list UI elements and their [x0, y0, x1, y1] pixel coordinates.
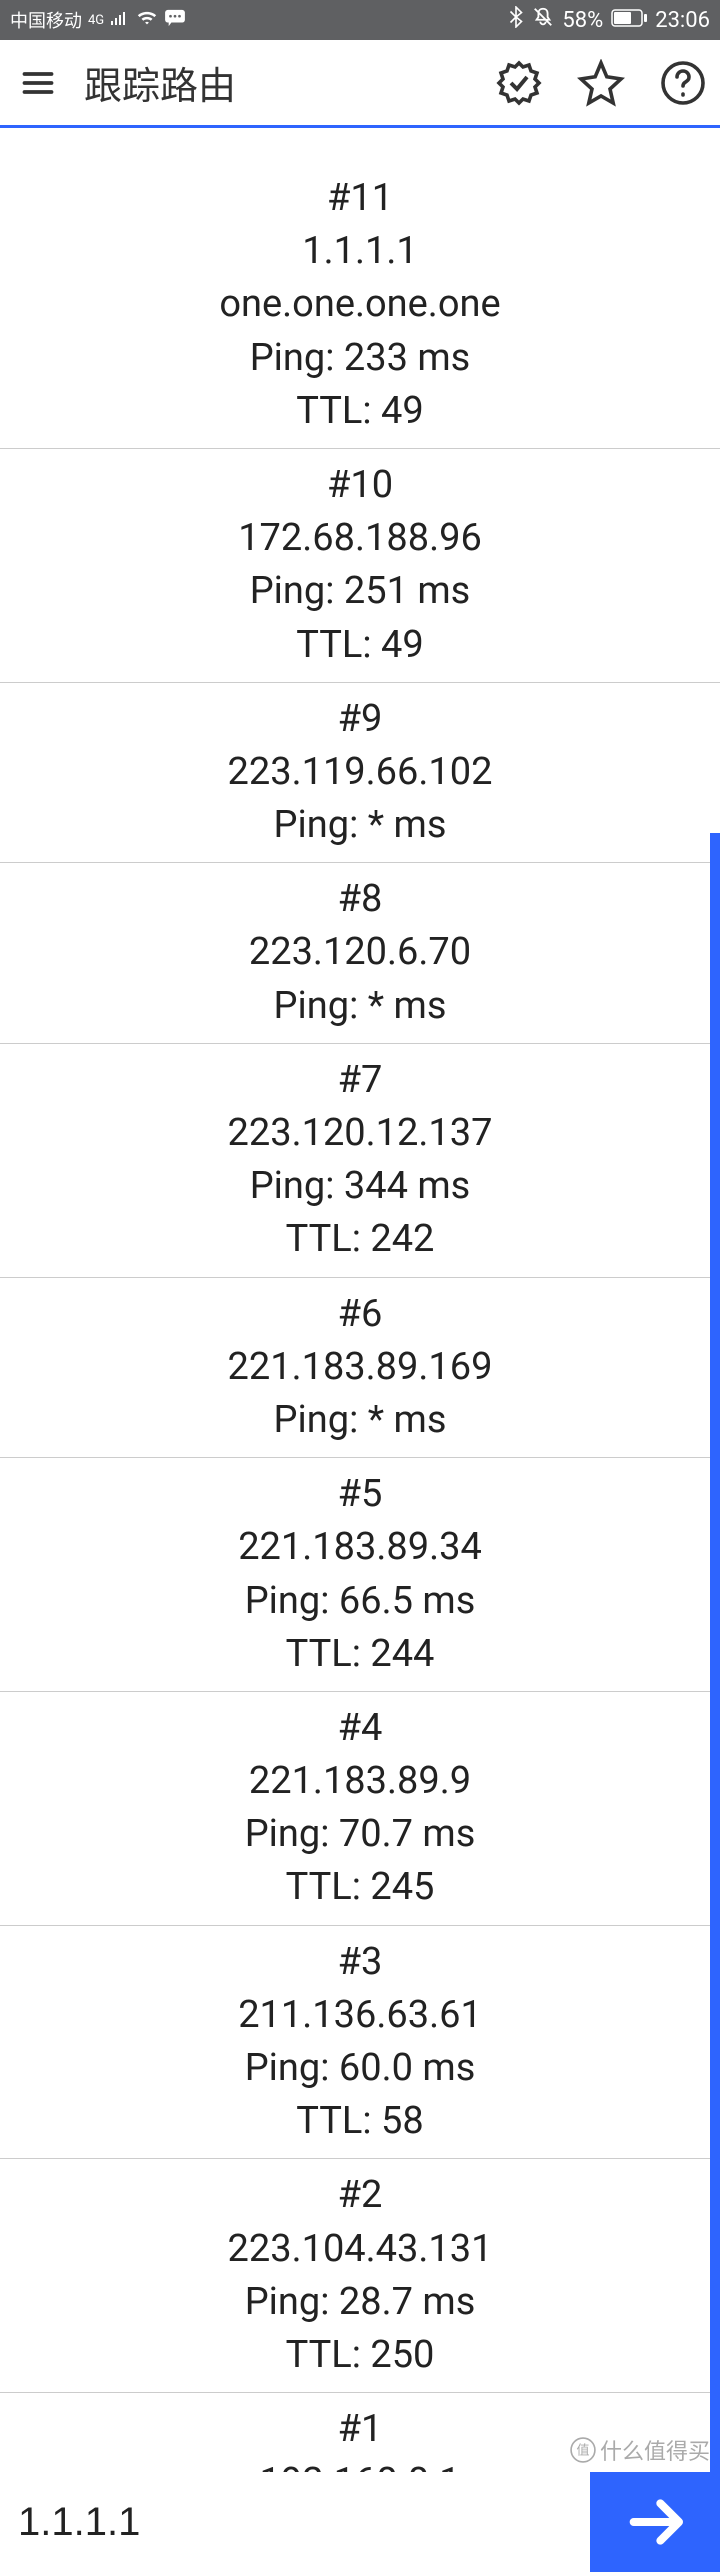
status-left: 中国移动 4G: [10, 7, 186, 33]
hop-item[interactable]: #7223.120.12.137Ping: 344 msTTL: 242: [0, 1044, 720, 1278]
status-bar: 中国移动 4G 58% 23:06: [0, 0, 720, 40]
verified-badge-icon: [495, 59, 543, 107]
hop-line: TTL: 250: [0, 2329, 720, 2382]
hop-line: TTL: 244: [0, 1628, 720, 1681]
mute-icon: [532, 6, 554, 34]
hop-line: Ping: 70.7 ms: [0, 1808, 720, 1861]
hop-line: TTL: 49: [0, 385, 720, 438]
hop-line: 223.120.6.70: [0, 926, 720, 979]
hamburger-icon: [20, 65, 56, 101]
hop-item[interactable]: #10172.68.188.96Ping: 251 msTTL: 49: [0, 449, 720, 683]
watermark-icon: 值: [570, 2437, 596, 2463]
hop-line: Ping: * ms: [0, 799, 720, 852]
hop-line: #11: [0, 172, 720, 225]
status-right: 58% 23:06: [508, 6, 710, 34]
go-button[interactable]: [590, 2472, 720, 2572]
hop-line: #10: [0, 459, 720, 512]
star-icon: [577, 59, 625, 107]
hop-line: 221.183.89.34: [0, 1521, 720, 1574]
hop-line: #6: [0, 1288, 720, 1341]
watermark-text: 什么值得买: [600, 2434, 710, 2466]
hop-line: 221.183.89.169: [0, 1341, 720, 1394]
help-icon: [659, 59, 707, 107]
hop-line: TTL: 49: [0, 619, 720, 672]
arrow-right-icon: [623, 2490, 687, 2554]
hop-line: 221.183.89.9: [0, 1755, 720, 1808]
watermark: 值 什么值得买: [570, 2434, 710, 2466]
hop-item[interactable]: #3211.136.63.61Ping: 60.0 msTTL: 58: [0, 1926, 720, 2160]
carrier-label: 中国移动: [10, 7, 82, 33]
hop-item[interactable]: #8223.120.6.70Ping: * ms: [0, 863, 720, 1044]
hop-line: Ping: 233 ms: [0, 332, 720, 385]
hop-line: Ping: * ms: [0, 1394, 720, 1447]
hop-line: 223.104.43.131: [0, 2223, 720, 2276]
hop-line: #8: [0, 873, 720, 926]
hop-item[interactable]: #111.1.1.1one.one.one.onePing: 233 msTTL…: [0, 128, 720, 449]
traceroute-list[interactable]: #111.1.1.1one.one.one.onePing: 233 msTTL…: [0, 128, 720, 2472]
hop-line: TTL: 245: [0, 1861, 720, 1914]
favorite-button[interactable]: [576, 58, 626, 108]
hop-line: #2: [0, 2169, 720, 2222]
signal-icon: [110, 8, 130, 32]
app-bar: 跟踪路由: [0, 40, 720, 128]
clock: 23:06: [655, 8, 710, 33]
hop-line: #5: [0, 1468, 720, 1521]
hop-line: Ping: 66.5 ms: [0, 1575, 720, 1628]
hop-item[interactable]: #4221.183.89.9Ping: 70.7 msTTL: 245: [0, 1692, 720, 1926]
network-type: 4G: [88, 13, 104, 28]
hop-line: Ping: * ms: [0, 980, 720, 1033]
hop-line: #7: [0, 1054, 720, 1107]
help-button[interactable]: [658, 58, 708, 108]
input-bar: [0, 2472, 720, 2572]
hop-line: #3: [0, 1936, 720, 1989]
battery-percent: 58%: [562, 8, 603, 33]
hop-line: 223.119.66.102: [0, 746, 720, 799]
host-input[interactable]: [0, 2472, 590, 2572]
verified-button[interactable]: [494, 58, 544, 108]
hop-item[interactable]: #9223.119.66.102Ping: * ms: [0, 683, 720, 864]
page-title: 跟踪路由: [84, 55, 236, 110]
menu-button[interactable]: [12, 57, 64, 109]
wifi-icon: [136, 8, 158, 32]
hop-item[interactable]: #5221.183.89.34Ping: 66.5 msTTL: 244: [0, 1458, 720, 1692]
hop-line: 211.136.63.61: [0, 1989, 720, 2042]
hop-line: 172.68.188.96: [0, 512, 720, 565]
app-actions: [494, 58, 708, 108]
hop-line: TTL: 242: [0, 1213, 720, 1266]
scrollbar-thumb[interactable]: [710, 833, 720, 2472]
hop-line: Ping: 251 ms: [0, 565, 720, 618]
hop-line: Ping: 344 ms: [0, 1160, 720, 1213]
message-icon: [164, 8, 186, 32]
hop-line: 223.120.12.137: [0, 1107, 720, 1160]
hop-line: Ping: 28.7 ms: [0, 2276, 720, 2329]
bluetooth-icon: [508, 6, 524, 34]
hop-line: TTL: 58: [0, 2095, 720, 2148]
hop-item[interactable]: #6221.183.89.169Ping: * ms: [0, 1278, 720, 1459]
hop-item[interactable]: #2223.104.43.131Ping: 28.7 msTTL: 250: [0, 2159, 720, 2393]
hop-line: Ping: 60.0 ms: [0, 2042, 720, 2095]
hop-line: #9: [0, 693, 720, 746]
battery-icon: [611, 8, 647, 33]
hop-line: 1.1.1.1: [0, 225, 720, 278]
hop-line: one.one.one.one: [0, 278, 720, 331]
hop-line: #4: [0, 1702, 720, 1755]
svg-text:值: 值: [576, 2442, 589, 2458]
